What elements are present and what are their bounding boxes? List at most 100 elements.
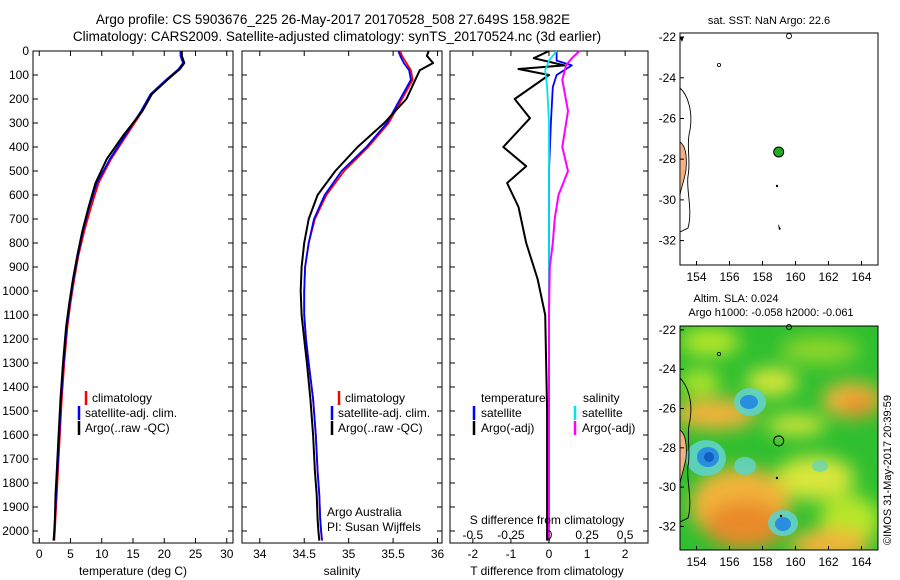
sst-map-ytick-label: -30 [659, 193, 677, 207]
depth-tick-label: 2000 [2, 524, 29, 538]
salinity-panel: 34 34.5 35 35.5 36 salinity climatology sate… [241, 50, 445, 578]
diff-legend-temp-satellite: satellite [481, 406, 522, 420]
diff-legend-sal-argo: Argo(-adj) [582, 421, 635, 435]
depth-tick-label: 100 [9, 68, 29, 82]
diff-xtick-label: 0 [546, 547, 553, 561]
sla-map-xtick-label: 164 [851, 555, 871, 569]
sst-map-xtick-label: 156 [719, 270, 739, 284]
sst-map-ytick-label: -24 [659, 71, 677, 85]
sst-map-island-4 [775, 184, 779, 188]
sla-map-xtick-label: 156 [719, 555, 739, 569]
depth-tick-label: 1200 [2, 332, 29, 346]
sst-map-xtick-label: 164 [851, 270, 871, 284]
sal-legend-argo: Argo(..raw -QC) [338, 421, 423, 435]
depth-tick-label: 0 [22, 44, 29, 58]
sst-map: sat. SST: NaN Argo: 22.6 154 156 158 160 162… [659, 15, 879, 284]
diff-xtick-label: -1 [506, 547, 517, 561]
imos-watermark: ©IMOS 31-May-2017 20:39:59 [882, 395, 894, 545]
sla-map-title-line1: Altim. SLA: 0.024 [694, 293, 779, 305]
depth-tick-label: 700 [9, 212, 29, 226]
temp-series-climatology [53, 51, 184, 541]
depth-tick-label: 800 [9, 236, 29, 250]
diff-legend-header-temperature: temperature [481, 391, 546, 405]
sla-map-ytick-label: -30 [659, 480, 677, 494]
sal-legend-satellite: satellite-adj. clim. [338, 406, 430, 420]
temp-xtick-label: 0 [36, 547, 43, 561]
diff-xtick-top-label: -0.25 [497, 528, 525, 542]
salinity-xlabel: salinity [324, 564, 361, 578]
depth-tick-label: 1500 [2, 404, 29, 418]
diff-legend-temp-argo: Argo(-adj) [481, 421, 534, 435]
sla-map-ytick-label: -28 [659, 441, 677, 455]
sal-xtick-label: 35.5 [381, 547, 405, 561]
depth-tick-label: 1800 [2, 476, 29, 490]
temp-xtick-label: 15 [126, 547, 140, 561]
depth-tick-label: 400 [9, 140, 29, 154]
sst-map-float-marker [773, 146, 785, 158]
diff-series-temperature-satellite [548, 51, 573, 541]
diff-xtick-top-label: 0.25 [575, 528, 599, 542]
sst-map-xtick-label: 154 [686, 270, 706, 284]
sst-map-island-5 [778, 224, 781, 230]
diff-xtick-label: 1 [584, 547, 591, 561]
difference-xlabel: T difference from climatology [470, 564, 624, 578]
sla-map-title-line2: Argo h1000: -0.058 h2000: -0.061 [688, 307, 853, 319]
sal-xtick-label: 34 [253, 547, 267, 561]
sal-series-climatology [303, 50, 414, 541]
sla-map-ytick-label: -32 [659, 519, 677, 533]
sst-map-island-3 [786, 33, 792, 39]
depth-tick-label: 1100 [3, 308, 29, 322]
depth-tick-label: 1000 [2, 284, 29, 298]
salinity-axes-frame [241, 50, 443, 544]
credit-org: Argo Australia [327, 505, 402, 519]
depth-tick-label: 1600 [2, 428, 29, 442]
sst-map-ytick-label: -22 [659, 30, 677, 44]
diff-xtick-label: -2 [468, 547, 479, 561]
sal-legend-climatology: climatology [345, 391, 405, 405]
sla-map-xtick-label: 160 [785, 555, 805, 569]
diff-legend-header-salinity: salinity [583, 391, 620, 405]
sst-map-land [679, 141, 687, 196]
depth-tick-label: 1900 [2, 500, 29, 514]
sla-map-land [679, 429, 687, 485]
sst-map-ytick-label: -26 [659, 111, 677, 125]
temp-xtick-label: 30 [220, 547, 234, 561]
sal-xtick-label: 34.5 [293, 547, 317, 561]
difference-legend: temperature salinity satellite Argo(-adj… [472, 391, 635, 435]
sla-map-xtick-label: 154 [686, 555, 706, 569]
diff-xtick-label: 2 [622, 547, 629, 561]
depth-tick-label: 1700 [2, 452, 29, 466]
diff-xtick-top-label: 0.5 [617, 528, 634, 542]
sal-xtick-label: 35 [342, 547, 356, 561]
temp-xtick-label: 25 [189, 547, 203, 561]
sla-map-island-3 [775, 476, 779, 480]
diff-series-temperature-argo-adj [502, 50, 566, 541]
diff-xtick-top-label: 0 [546, 528, 553, 542]
depth-tick-label: 300 [9, 116, 29, 130]
sla-map-coastline [679, 377, 692, 523]
sla-map-island-4 [779, 514, 783, 518]
sla-map-island-2 [786, 324, 792, 330]
sal-series-satellite-adj-clim [303, 50, 412, 541]
temp-legend-argo: Argo(..raw -QC) [85, 421, 170, 435]
temp-xtick-label: 20 [158, 547, 172, 561]
sla-map-ytick-label: -26 [659, 402, 677, 416]
sla-map-float-marker [773, 435, 785, 447]
temp-series-argo-raw-qc [52, 51, 186, 541]
temp-legend-satellite: satellite-adj. clim. [85, 406, 177, 420]
sal-xtick-label: 36 [431, 547, 445, 561]
sla-map-ytick-label: -22 [659, 323, 677, 337]
temp-legend-climatology: climatology [92, 391, 152, 405]
difference-xlabel-top: S difference from climatology [470, 513, 625, 527]
temp-xtick-label: 10 [95, 547, 109, 561]
sal-series-argo-raw-qc [299, 50, 435, 541]
sst-map-title: sat. SST: NaN Argo: 22.6 [708, 15, 830, 27]
sst-map-xtick-label: 160 [785, 270, 805, 284]
difference-panel: -2 -1 0 1 2 -0.5 -0.25 0 0.25 0.5 S difference f… [449, 50, 649, 578]
diff-series-salinity-argo-adj [548, 50, 581, 541]
sla-map-xtick-label: 162 [818, 555, 838, 569]
sla-map: Altim. SLA: 0.024 Argo h1000: -0.058 h20… [659, 293, 879, 569]
temp-xtick-label: 5 [67, 547, 74, 561]
diff-legend-sal-satellite: satellite [582, 406, 623, 420]
